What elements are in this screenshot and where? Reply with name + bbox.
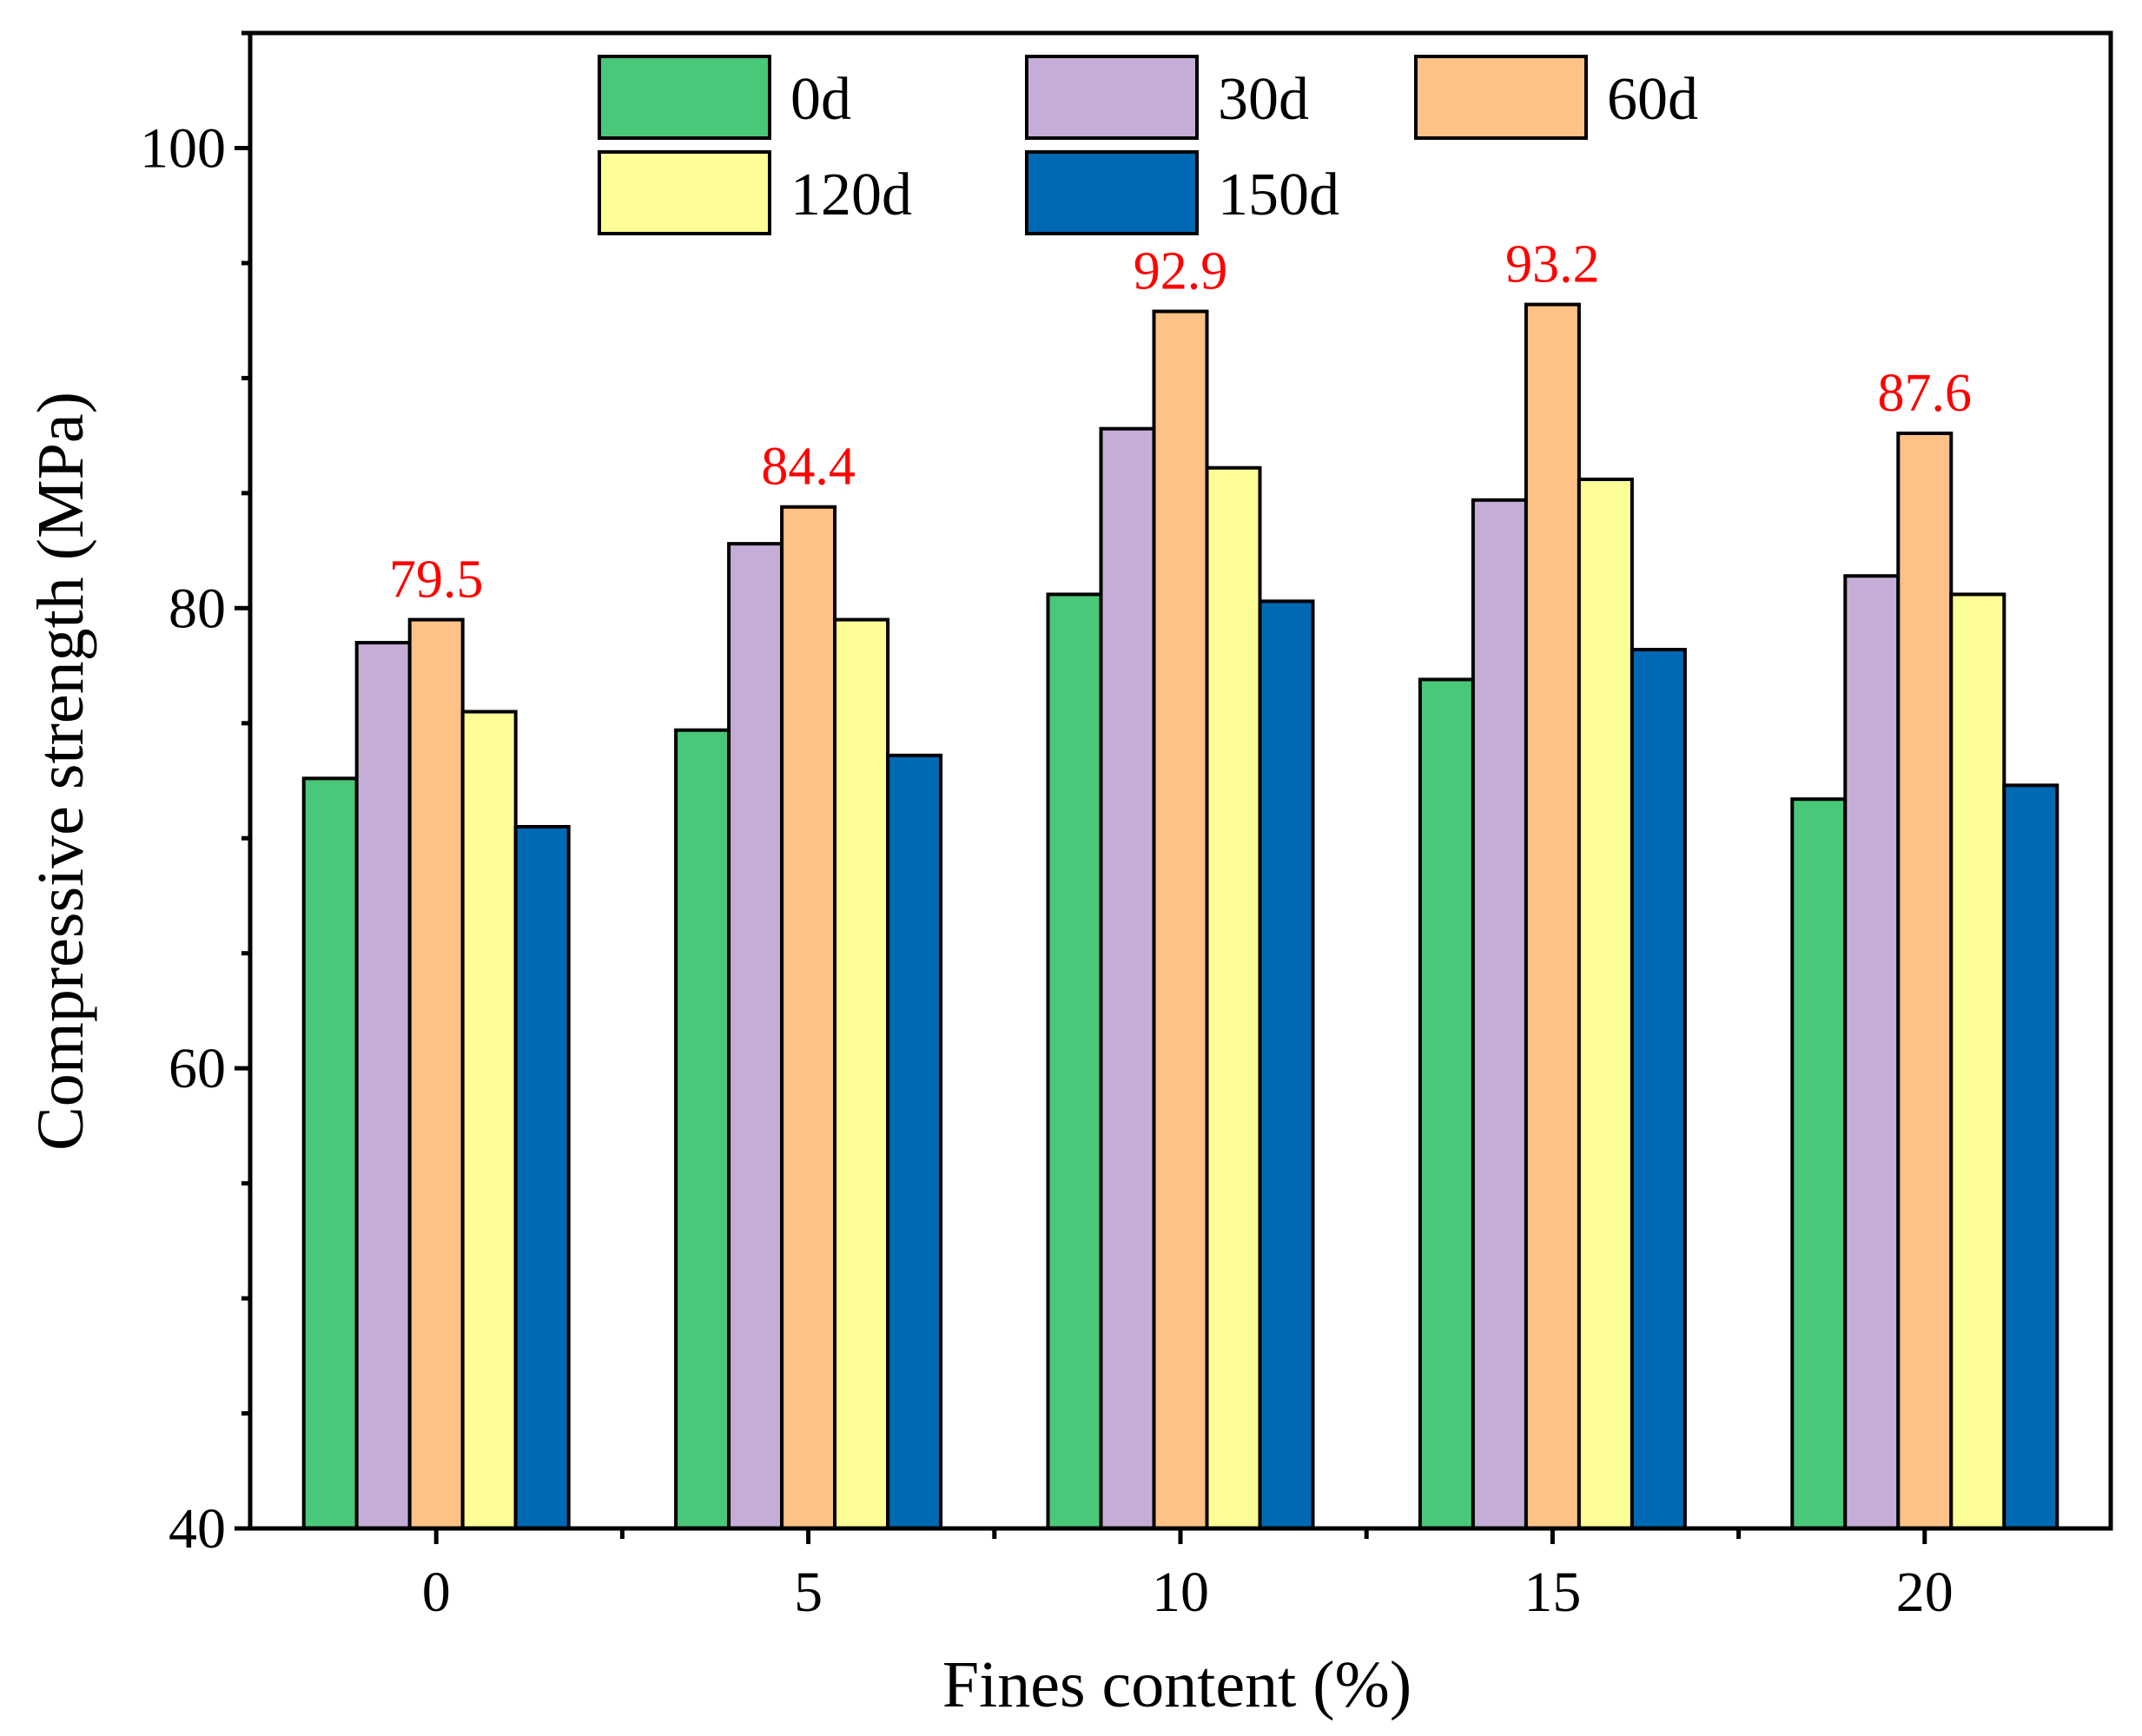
bar-30d-20 xyxy=(1843,574,1901,1530)
bar-150d-15 xyxy=(1630,647,1687,1530)
legend-swatch-30d xyxy=(1025,55,1199,140)
y-tick-label-60: 60 xyxy=(169,1037,226,1100)
x-axis-title: Fines content (%) xyxy=(942,1648,1411,1721)
bar-120d-5 xyxy=(833,617,890,1530)
x-tick-label-10: 10 xyxy=(1152,1561,1209,1624)
bar-150d-0 xyxy=(513,824,571,1530)
bar-30d-0 xyxy=(354,641,412,1530)
bar-150d-5 xyxy=(886,753,943,1530)
bar-60d-20 xyxy=(1896,431,1954,1530)
bar-30d-15 xyxy=(1471,498,1528,1530)
legend-swatch-0d xyxy=(598,55,771,140)
y-axis-title: Compressive strength (MPa) xyxy=(24,392,97,1151)
bar-0d-5 xyxy=(674,728,731,1530)
x-tick-label-20: 20 xyxy=(1896,1561,1954,1624)
bar-120d-10 xyxy=(1205,465,1262,1530)
x-tick-label-0: 0 xyxy=(422,1561,451,1624)
bar-150d-10 xyxy=(1258,599,1315,1530)
data-label-20: 87.6 xyxy=(1878,364,1973,423)
bar-30d-10 xyxy=(1099,426,1156,1530)
legend: 0d 30d 60d 120d 150d xyxy=(598,55,1698,235)
bar-0d-0 xyxy=(301,776,359,1530)
legend-swatch-60d xyxy=(1414,55,1588,140)
bar-0d-20 xyxy=(1790,797,1848,1530)
data-label-10: 92.9 xyxy=(1134,242,1228,301)
data-label-5: 84.4 xyxy=(761,438,856,497)
data-label-15: 93.2 xyxy=(1505,235,1600,294)
bar-60d-10 xyxy=(1152,309,1209,1531)
legend-label-120d: 120d xyxy=(790,162,912,228)
bar-60d-0 xyxy=(407,617,465,1530)
bar-0d-15 xyxy=(1418,677,1475,1530)
bar-60d-5 xyxy=(780,505,837,1530)
legend-swatch-150d xyxy=(1025,150,1199,235)
legend-label-0d: 0d xyxy=(790,66,851,133)
bar-0d-10 xyxy=(1046,592,1103,1530)
bar-30d-5 xyxy=(727,542,784,1530)
legend-label-150d: 150d xyxy=(1218,162,1339,228)
bar-120d-15 xyxy=(1577,477,1634,1530)
y-tick-label-100: 100 xyxy=(140,116,226,180)
y-tick-label-40: 40 xyxy=(169,1497,226,1561)
x-tick-label-15: 15 xyxy=(1524,1561,1581,1624)
x-tick-label-5: 5 xyxy=(794,1561,823,1624)
bar-60d-15 xyxy=(1524,302,1581,1530)
axes-layer: 40 60 80 100 0 5 10 15 20 xyxy=(140,30,2113,1624)
bars-layer xyxy=(301,302,2059,1531)
y-tick-label-80: 80 xyxy=(169,577,226,640)
bar-150d-20 xyxy=(2002,783,2059,1530)
bar-120d-20 xyxy=(1949,592,2006,1530)
legend-label-30d: 30d xyxy=(1218,66,1309,133)
data-label-0: 79.5 xyxy=(389,551,484,610)
legend-swatch-120d xyxy=(598,150,771,235)
bar-120d-0 xyxy=(460,710,518,1530)
data-labels-layer: 79.5 84.4 92.9 93.2 87.6 xyxy=(389,235,1972,610)
legend-label-60d: 60d xyxy=(1607,66,1698,133)
